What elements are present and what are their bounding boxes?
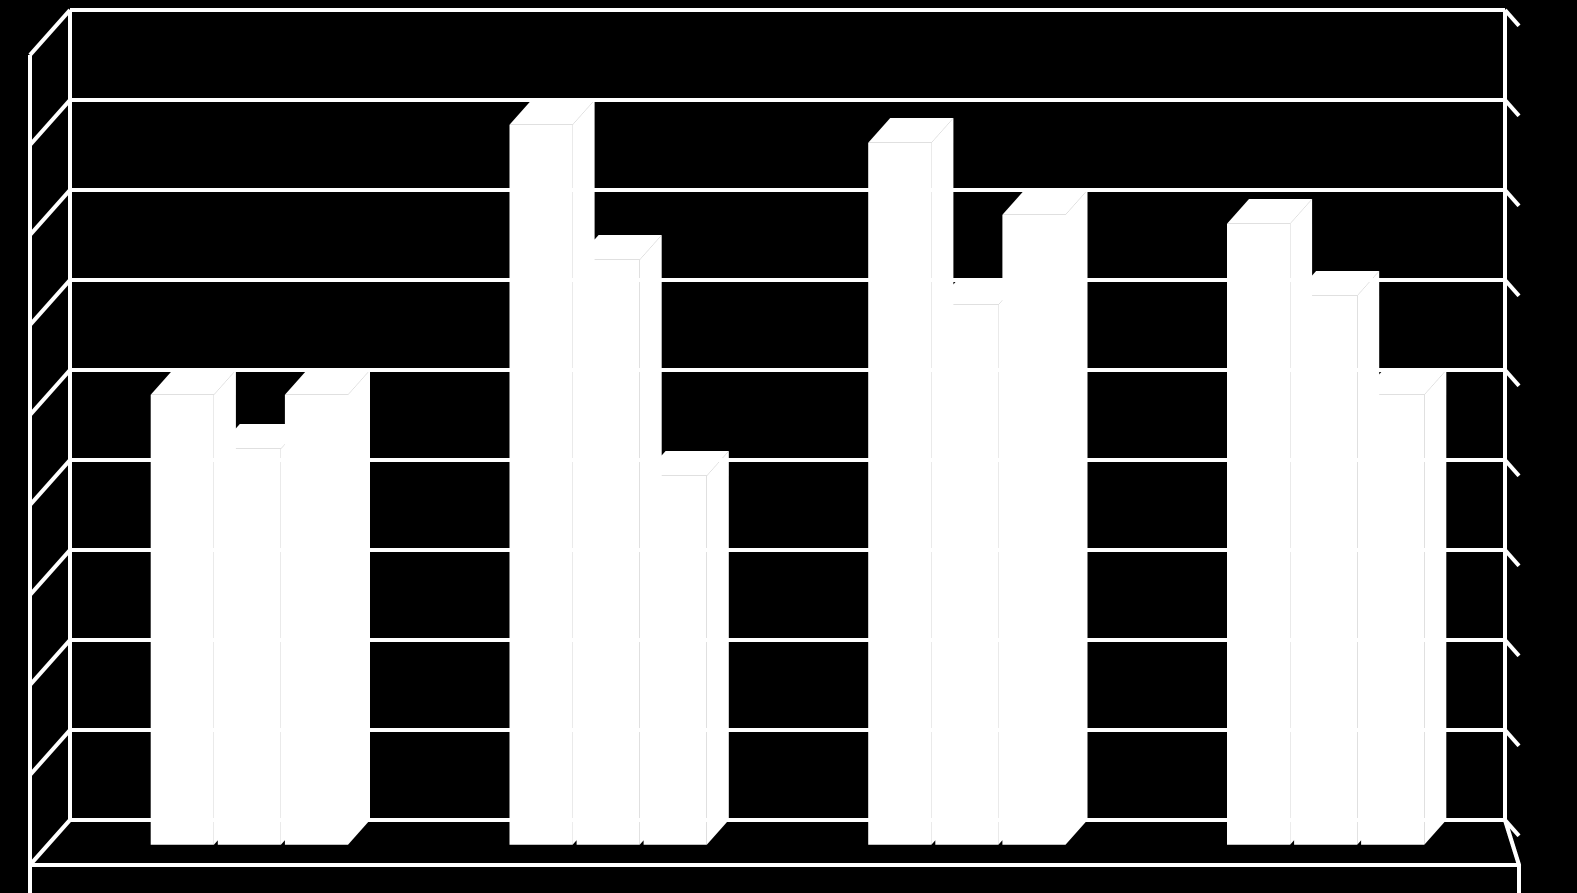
bar-chart: [0, 0, 1577, 893]
